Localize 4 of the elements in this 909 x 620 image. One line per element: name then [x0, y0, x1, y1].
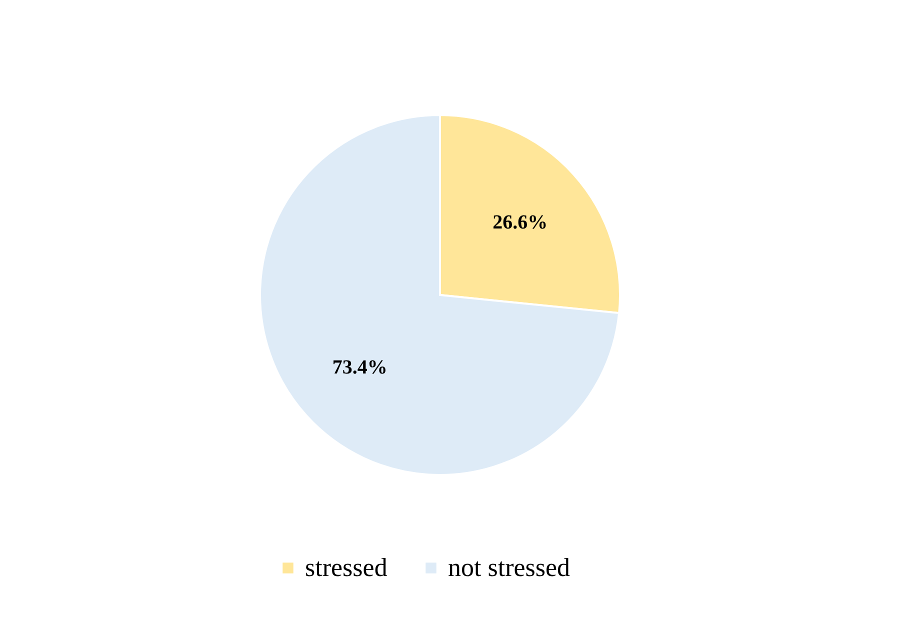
- legend-label: not stressed: [448, 553, 570, 582]
- data-label: 26.6%: [492, 212, 548, 234]
- legend-label: stressed: [305, 553, 388, 582]
- data-label: 73.4%: [332, 356, 388, 378]
